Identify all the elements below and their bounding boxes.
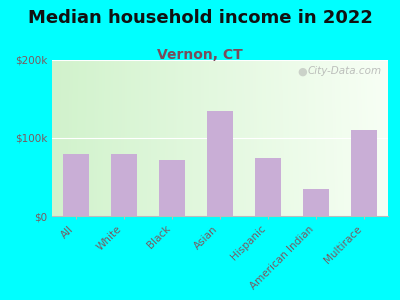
Bar	[303, 189, 329, 216]
Bar	[207, 111, 233, 216]
Bar	[255, 158, 281, 216]
Text: City-Data.com: City-Data.com	[307, 66, 381, 76]
Bar	[351, 130, 377, 216]
Text: Median household income in 2022: Median household income in 2022	[28, 9, 372, 27]
Text: ●: ●	[297, 66, 307, 76]
Bar	[111, 154, 137, 216]
Bar	[159, 160, 185, 216]
Bar	[63, 154, 89, 216]
Text: Vernon, CT: Vernon, CT	[157, 48, 243, 62]
